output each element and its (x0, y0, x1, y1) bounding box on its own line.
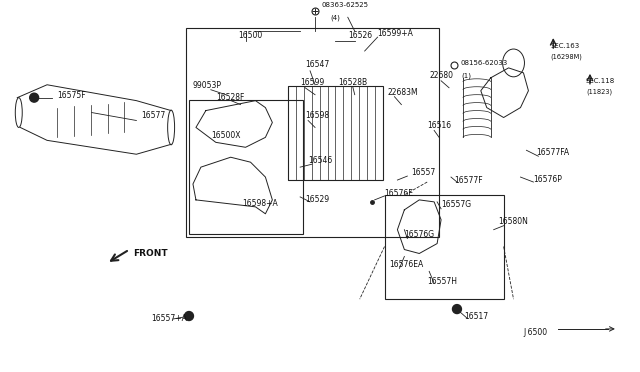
Text: 16557G: 16557G (441, 201, 471, 209)
Text: (4): (4) (330, 14, 340, 20)
Text: 16557: 16557 (412, 168, 436, 177)
Text: 16517: 16517 (464, 311, 488, 321)
Text: 16528B: 16528B (338, 78, 367, 87)
Text: 16577: 16577 (141, 111, 166, 120)
Text: 22680: 22680 (429, 71, 453, 80)
Text: 16598: 16598 (305, 111, 329, 120)
Text: 16576E: 16576E (385, 189, 413, 198)
Text: (16298M): (16298M) (550, 54, 582, 60)
Text: 16528F: 16528F (216, 93, 244, 102)
Text: 16576P: 16576P (533, 174, 563, 183)
Bar (288, 86, 383, 180)
Text: SEC.118: SEC.118 (586, 78, 615, 84)
Circle shape (29, 93, 38, 102)
Text: 16546: 16546 (308, 156, 332, 165)
Text: 16557H: 16557H (427, 277, 457, 286)
Text: 16577FA: 16577FA (536, 148, 570, 157)
Text: 16526: 16526 (348, 31, 372, 40)
Text: (11823): (11823) (586, 89, 612, 95)
Text: 16516: 16516 (427, 121, 451, 130)
Text: 16547: 16547 (305, 60, 330, 70)
Text: 08363-62525: 08363-62525 (322, 2, 369, 8)
Text: 16580N: 16580N (499, 217, 529, 226)
Text: 16529: 16529 (305, 195, 329, 204)
Text: 16599: 16599 (300, 78, 324, 87)
Text: 16500: 16500 (239, 31, 263, 40)
Text: 16598+A: 16598+A (243, 199, 278, 208)
Text: 16500X: 16500X (211, 131, 241, 140)
Text: 16576G: 16576G (404, 230, 435, 239)
Text: 16577F: 16577F (454, 176, 483, 185)
Text: 16557+A: 16557+A (151, 314, 187, 323)
Text: 16576EA: 16576EA (390, 260, 424, 269)
Text: SEC.163: SEC.163 (550, 43, 579, 49)
Text: J 6500: J 6500 (524, 328, 548, 337)
Circle shape (452, 305, 461, 314)
Circle shape (184, 312, 193, 321)
Text: FRONT: FRONT (133, 249, 168, 258)
Text: 99053P: 99053P (193, 81, 222, 90)
Text: 08156-62033: 08156-62033 (461, 60, 508, 66)
Text: 16575F: 16575F (57, 91, 86, 100)
Text: (1): (1) (461, 73, 471, 79)
Text: 22683M: 22683M (387, 88, 418, 97)
Text: 16599+A: 16599+A (378, 29, 413, 38)
